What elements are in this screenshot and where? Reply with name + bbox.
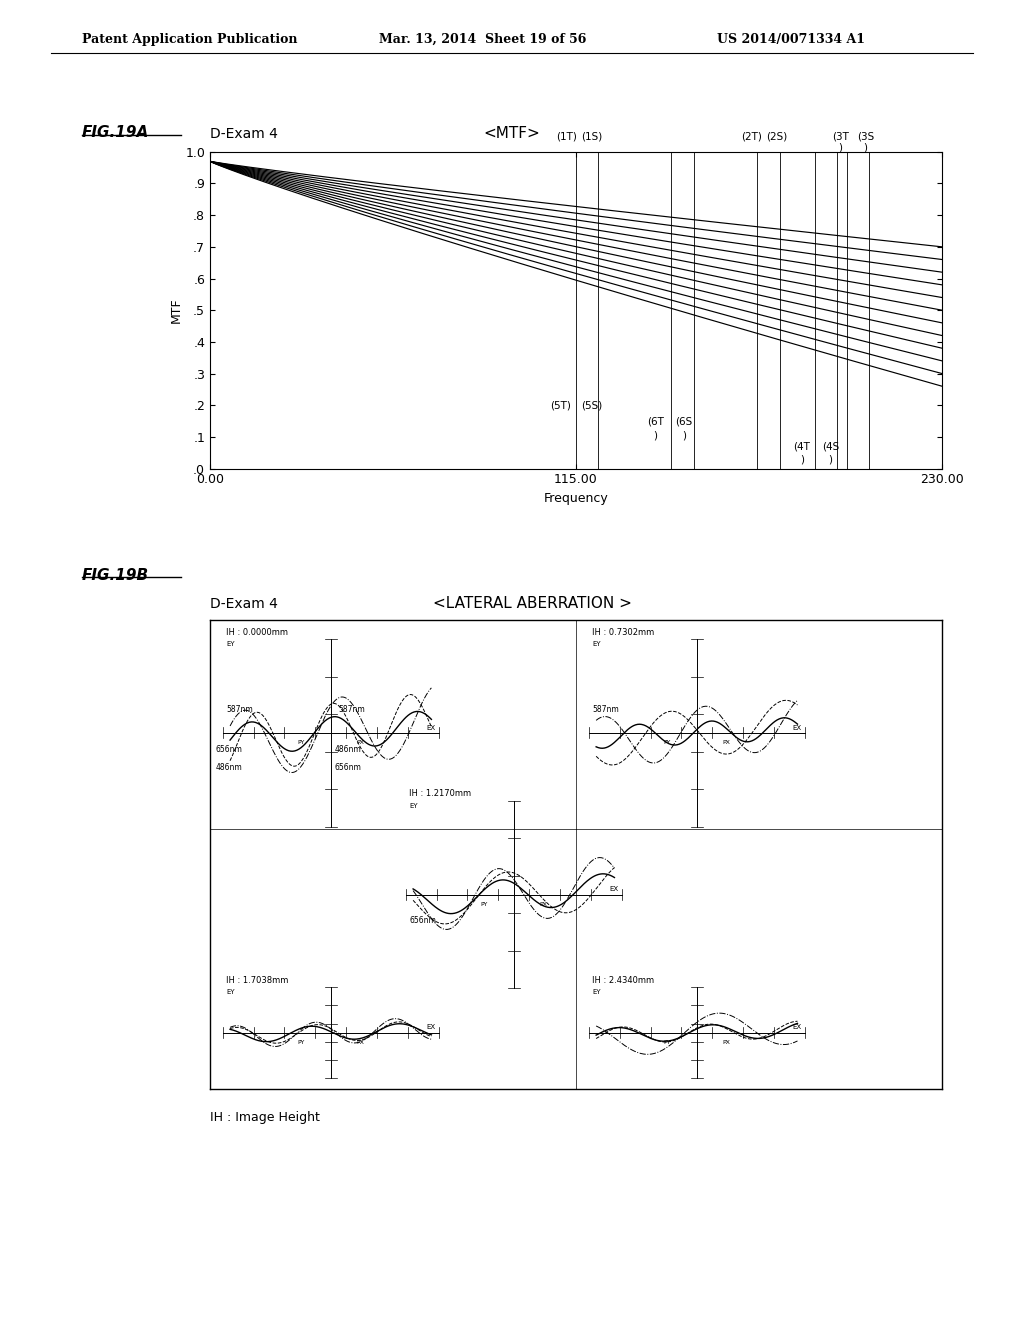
Text: US 2014/0071334 A1: US 2014/0071334 A1	[717, 33, 865, 46]
Text: PY: PY	[298, 741, 305, 744]
Text: 486nm: 486nm	[335, 744, 361, 754]
Text: IH : 1.7038mm: IH : 1.7038mm	[226, 975, 289, 985]
Text: ): )	[653, 430, 657, 441]
Text: 656nm: 656nm	[215, 744, 243, 754]
Text: ): )	[800, 454, 804, 465]
Text: PY: PY	[664, 741, 671, 744]
Text: EY: EY	[226, 642, 236, 648]
Text: 486nm: 486nm	[215, 763, 242, 772]
Text: ): )	[828, 454, 833, 465]
Text: ): )	[839, 143, 842, 152]
Text: PX: PX	[356, 741, 364, 744]
Text: (2T): (2T)	[740, 131, 762, 141]
Text: IH : Image Height: IH : Image Height	[210, 1111, 319, 1125]
Text: EX: EX	[792, 725, 801, 730]
Text: IH : 2.4340mm: IH : 2.4340mm	[593, 975, 654, 985]
Text: PY: PY	[298, 1040, 305, 1045]
Y-axis label: MTF: MTF	[169, 297, 182, 323]
Text: ): )	[863, 143, 867, 152]
Text: (6T: (6T	[647, 416, 664, 426]
Text: ): )	[682, 430, 686, 441]
Text: PX: PX	[722, 1040, 730, 1045]
X-axis label: Frequency: Frequency	[544, 492, 608, 506]
Text: PX: PX	[722, 741, 730, 744]
Text: PY: PY	[664, 1040, 671, 1045]
Text: EY: EY	[410, 803, 418, 809]
Text: 656nm: 656nm	[335, 763, 361, 772]
Text: EY: EY	[593, 990, 601, 995]
Text: D-Exam 4: D-Exam 4	[210, 127, 278, 141]
Text: <MTF>: <MTF>	[483, 127, 541, 141]
Text: (1T): (1T)	[556, 131, 577, 141]
Text: IH : 0.7302mm: IH : 0.7302mm	[593, 628, 654, 636]
Text: 587nm: 587nm	[338, 705, 365, 714]
Text: PX: PX	[539, 902, 547, 907]
Text: 587nm: 587nm	[593, 705, 620, 714]
Text: PX: PX	[356, 1040, 364, 1045]
Text: IH : 0.0000mm: IH : 0.0000mm	[226, 628, 289, 636]
Text: (1S): (1S)	[582, 131, 602, 141]
Text: EX: EX	[426, 1024, 435, 1031]
Text: (4S: (4S	[822, 442, 840, 451]
Text: EX: EX	[609, 886, 618, 892]
Text: (2S): (2S)	[766, 131, 787, 141]
Text: EX: EX	[792, 1024, 801, 1031]
Text: FIG.19A: FIG.19A	[82, 125, 150, 140]
Text: D-Exam 4: D-Exam 4	[210, 597, 278, 611]
Text: (6S: (6S	[676, 416, 693, 426]
Text: 587nm: 587nm	[226, 705, 253, 714]
Text: Mar. 13, 2014  Sheet 19 of 56: Mar. 13, 2014 Sheet 19 of 56	[379, 33, 587, 46]
Text: (3T: (3T	[831, 131, 849, 141]
Text: Patent Application Publication: Patent Application Publication	[82, 33, 297, 46]
Text: IH : 1.2170mm: IH : 1.2170mm	[410, 789, 472, 799]
Text: FIG.19B: FIG.19B	[82, 568, 150, 582]
Text: (3S: (3S	[857, 131, 874, 141]
Text: 656nm: 656nm	[410, 916, 436, 924]
Text: (5T): (5T)	[550, 400, 570, 411]
Text: EX: EX	[426, 725, 435, 730]
Text: EY: EY	[226, 990, 236, 995]
Text: <LATERAL ABERRATION >: <LATERAL ABERRATION >	[433, 597, 632, 611]
Text: (4T: (4T	[794, 442, 810, 451]
Text: EY: EY	[593, 642, 601, 648]
Text: (5S): (5S)	[582, 400, 602, 411]
Text: PY: PY	[481, 902, 488, 907]
